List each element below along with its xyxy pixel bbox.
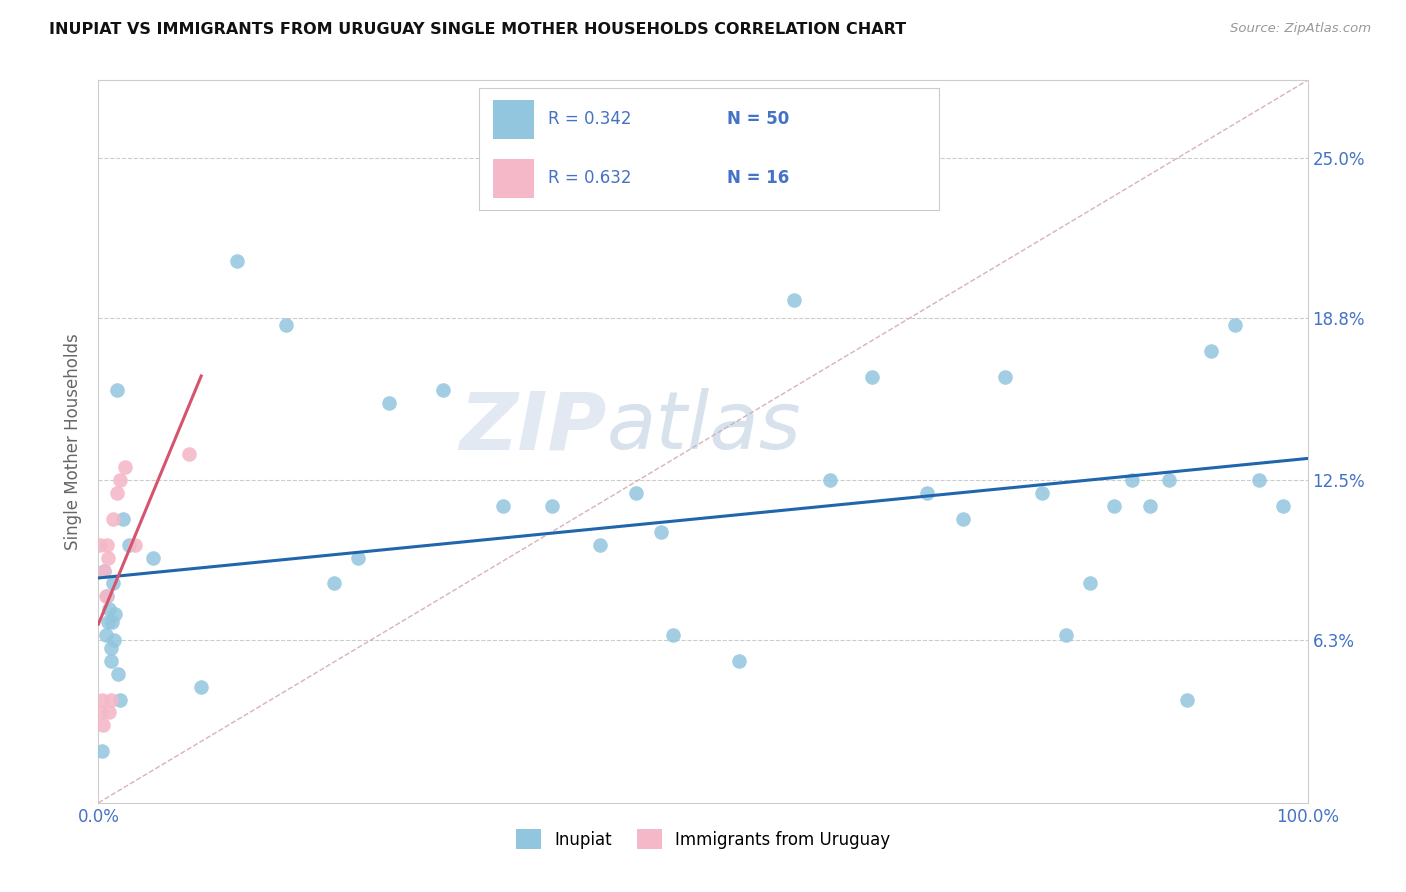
Point: [100, 640, 122, 655]
Point: [89, 538, 111, 552]
Point: [782, 293, 804, 307]
Point: [105, 486, 128, 500]
Point: [915, 486, 938, 500]
Point: [105, 383, 128, 397]
Point: [91, 744, 114, 758]
Point: [952, 512, 974, 526]
Point: [589, 538, 612, 552]
Point: [860, 370, 883, 384]
Point: [1175, 692, 1198, 706]
Point: [661, 628, 683, 642]
Point: [94, 590, 117, 604]
Point: [1249, 473, 1271, 487]
Point: [1223, 318, 1246, 333]
Point: [1121, 473, 1143, 487]
Point: [1139, 499, 1161, 513]
Point: [108, 692, 131, 706]
Point: [103, 633, 125, 648]
Text: ZIP: ZIP: [458, 388, 606, 467]
Point: [142, 550, 165, 565]
Point: [101, 576, 124, 591]
Point: [93, 564, 115, 578]
Point: [1272, 499, 1295, 513]
Point: [97, 550, 120, 565]
Point: [118, 538, 141, 552]
Point: [377, 396, 399, 410]
Point: [226, 254, 249, 268]
Point: [98, 706, 121, 720]
Point: [91, 692, 114, 706]
Point: [124, 538, 146, 552]
Point: [728, 654, 751, 668]
Point: [1199, 344, 1222, 359]
Point: [111, 512, 134, 526]
Point: [540, 499, 562, 513]
Point: [94, 628, 117, 642]
Point: [994, 370, 1017, 384]
Point: [818, 473, 841, 487]
Point: [100, 654, 122, 668]
Point: [114, 460, 136, 475]
Point: [650, 524, 672, 539]
Point: [100, 692, 122, 706]
Point: [179, 447, 201, 461]
Text: INUPIAT VS IMMIGRANTS FROM URUGUAY SINGLE MOTHER HOUSEHOLDS CORRELATION CHART: INUPIAT VS IMMIGRANTS FROM URUGUAY SINGL…: [49, 22, 907, 37]
Y-axis label: Single Mother Households: Single Mother Households: [65, 334, 83, 549]
Point: [101, 512, 124, 526]
Point: [1031, 486, 1053, 500]
Point: [323, 576, 346, 591]
Point: [107, 666, 129, 681]
Text: Source: ZipAtlas.com: Source: ZipAtlas.com: [1230, 22, 1371, 36]
Point: [96, 590, 118, 604]
Point: [96, 538, 118, 552]
Point: [432, 383, 454, 397]
Point: [1054, 628, 1077, 642]
Point: [1078, 576, 1101, 591]
Point: [626, 486, 648, 500]
Point: [108, 473, 131, 487]
Point: [1102, 499, 1125, 513]
Point: [91, 718, 114, 732]
Text: atlas: atlas: [606, 388, 801, 467]
Legend: Inupiat, Immigrants from Uruguay: Inupiat, Immigrants from Uruguay: [509, 822, 897, 856]
Point: [98, 602, 121, 616]
Point: [100, 615, 122, 630]
Point: [347, 550, 370, 565]
Point: [90, 706, 112, 720]
Point: [1157, 473, 1180, 487]
Point: [97, 615, 120, 630]
Point: [274, 318, 297, 333]
Point: [190, 680, 212, 694]
Point: [104, 607, 127, 622]
Point: [492, 499, 515, 513]
Point: [93, 564, 115, 578]
